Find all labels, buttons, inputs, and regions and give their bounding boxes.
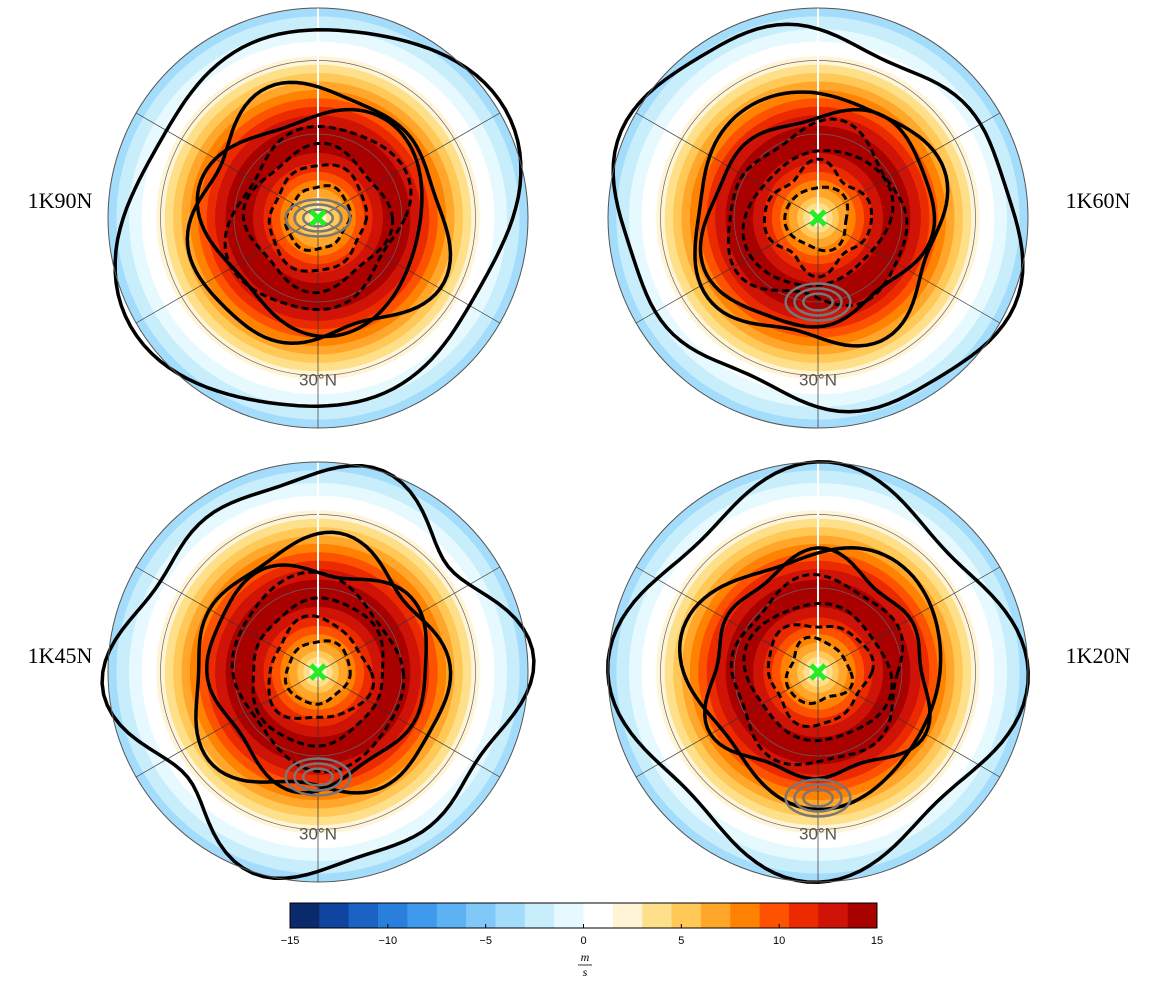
colorbar-bin (672, 903, 702, 928)
colorbar-bin (466, 903, 496, 928)
latitude-label: 30°N (299, 824, 337, 843)
colorbar-bin (554, 903, 584, 928)
figure: 1K90N 1K60N 1K45N 1K20N m s 30°N 30°N 30°N… (0, 0, 1157, 983)
colorbar-bin (818, 903, 848, 928)
colorbar-tick-label: 5 (678, 935, 684, 947)
colorbar-bin (407, 903, 437, 928)
colorbar-bin (848, 903, 878, 928)
latitude-label: 30°N (799, 824, 837, 843)
unit-denominator: s (583, 965, 588, 979)
colorbar-tick-label: −10 (378, 935, 397, 947)
colorbar-bin (701, 903, 731, 928)
colorbar-bin (319, 903, 349, 928)
unit-numerator: m (581, 950, 590, 964)
colorbar-tick-label: 15 (871, 935, 883, 947)
panel-label: 1K60N (1066, 188, 1131, 213)
colorbar-bin (525, 903, 555, 928)
colorbar-bin (349, 903, 379, 928)
colorbar-tick-label: 0 (580, 935, 586, 947)
panel-label: 1K45N (28, 643, 93, 668)
colorbar-bin (730, 903, 760, 928)
polar-map: 30°N (102, 462, 534, 882)
colorbar-bin (495, 903, 525, 928)
colorbar-tick-label: 10 (773, 935, 785, 947)
colorbar-tick-label: −5 (479, 935, 492, 947)
panel-label: 1K20N (1066, 643, 1131, 668)
colorbar-bin (378, 903, 408, 928)
colorbar-bin (584, 903, 614, 928)
polar-map: 30°N (608, 8, 1028, 428)
colorbar-bin (789, 903, 819, 928)
polar-map: 30°N (608, 462, 1028, 882)
colorbar-bin (642, 903, 672, 928)
colorbar-bin (290, 903, 320, 928)
latitude-label: 30°N (299, 370, 337, 389)
colorbar-tick-label: −15 (281, 935, 300, 947)
colorbar-bin (437, 903, 467, 928)
colorbar-bin (760, 903, 790, 928)
latitude-label: 30°N (799, 370, 837, 389)
polar-map: 30°N (108, 8, 528, 428)
colorbar-bin (613, 903, 643, 928)
panel-label: 1K90N (28, 188, 93, 213)
